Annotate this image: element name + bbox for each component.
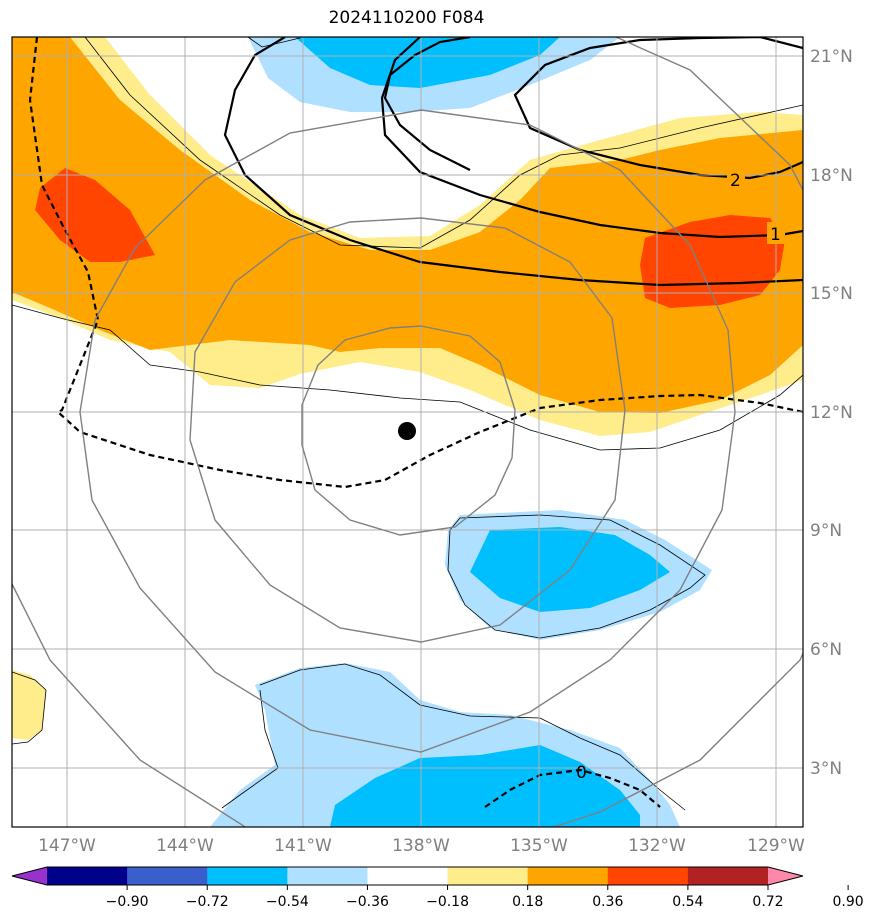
lon-label-129w: 129°W (747, 836, 805, 856)
lat-label-21n: 21°N (810, 47, 853, 67)
longitude-labels: 147°W 144°W 141°W 138°W 135°W 132°W 129°… (38, 836, 805, 856)
map-frame (11, 36, 804, 828)
colorbar-segment (287, 867, 368, 885)
colorbar-segment (447, 867, 529, 885)
negative-anomaly-south-core (330, 745, 640, 827)
colorbar-tick-label: 0.36 (592, 894, 623, 910)
range-rings (12, 37, 803, 827)
lat-label-9n: 9°N (810, 521, 842, 541)
colorbar-tick-label: −0.72 (186, 894, 229, 910)
colorbar-segment (47, 867, 128, 885)
lon-label-135w: 135°W (510, 836, 568, 856)
colorbar-segment (607, 867, 689, 885)
colorbar-segment (367, 867, 449, 885)
lat-label-18n: 18°N (810, 166, 853, 186)
lat-label-15n: 15°N (810, 284, 853, 304)
thin-contours (12, 37, 803, 811)
map-title: 2024110200 F084 (328, 8, 485, 28)
map-area: 2 1 0 (12, 37, 803, 827)
colorbar: −0.90 −0.72 −0.54 −0.36 −0.18 0.18 0.36 0.54 0.7… (11, 866, 864, 910)
colorbar-segment (687, 867, 769, 885)
contour-label-0: 0 (576, 763, 587, 783)
storm-center-dot (398, 422, 416, 440)
lat-label-3n: 3°N (810, 759, 842, 779)
colorbar-tick-label: −0.54 (266, 894, 309, 910)
colorbar-tick-label: −0.18 (426, 894, 469, 910)
contour-line-2 (223, 37, 803, 287)
graticule (12, 37, 803, 827)
positive-anomaly-band-orange (12, 37, 803, 413)
contour-label-1: 1 (770, 225, 781, 245)
contour-line-upper (383, 37, 471, 171)
colorbar-tick-label: 0.54 (672, 894, 703, 910)
latitude-labels: 21°N 18°N 15°N 12°N 9°N 6°N 3°N (810, 47, 853, 779)
positive-anomaly-patch-southwest (12, 670, 46, 740)
colorbar-extend-max (768, 867, 803, 885)
colorbar-outline (11, 866, 804, 886)
colorbar-tick-label: −0.90 (106, 894, 149, 910)
lat-label-12n: 12°N (810, 403, 853, 423)
colorbar-tick-label: 0.72 (752, 894, 783, 910)
colorbar-tick-label: −0.36 (346, 894, 389, 910)
lon-label-132w: 132°W (628, 836, 686, 856)
lon-label-144w: 144°W (156, 836, 214, 856)
lon-label-147w: 147°W (38, 836, 96, 856)
contour-line-dashed-south (484, 768, 661, 808)
contour-line-1 (380, 37, 803, 239)
colorbar-extend-min (12, 867, 47, 885)
lat-label-6n: 6°N (810, 640, 842, 660)
colorbar-segment (207, 867, 288, 885)
positive-anomaly-core-west (35, 168, 155, 262)
negative-anomaly-north-core (295, 37, 560, 88)
colorbar-segment (527, 867, 609, 885)
colorbar-tick-label: 0.90 (833, 894, 864, 910)
lon-label-138w: 138°W (392, 836, 450, 856)
colorbar-tick-label: 0.18 (512, 894, 543, 910)
contour-line-dashed-west (28, 37, 803, 489)
lon-label-141w: 141°W (274, 836, 332, 856)
contour-label-2: 2 (730, 171, 741, 191)
colorbar-segment (127, 867, 208, 885)
